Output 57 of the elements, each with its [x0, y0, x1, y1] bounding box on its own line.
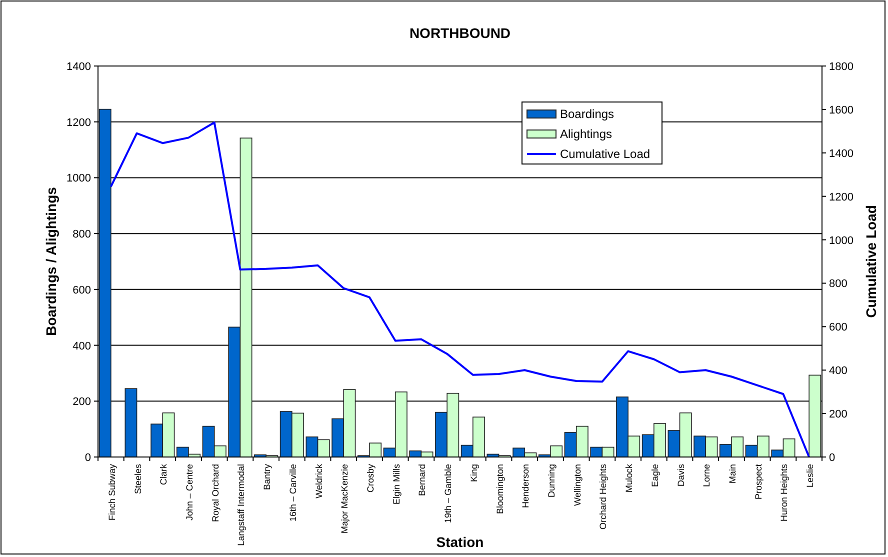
- legend-label: Cumulative Load: [560, 147, 650, 161]
- x-tick-label: Lorne: [702, 464, 712, 488]
- y-tick-label: 1400: [66, 61, 91, 73]
- x-tick-label: Leslie: [805, 464, 816, 488]
- x-tick-label: Elgin Mills: [391, 464, 402, 505]
- x-tick-label: Clark: [158, 464, 169, 486]
- x-tick-label: Main: [728, 464, 738, 484]
- x-tick-label: 19th – Gamble: [443, 464, 454, 524]
- bar: [124, 388, 138, 458]
- x-tick-label: Dunning: [546, 464, 556, 498]
- x-tick-label: John – Centre: [184, 464, 194, 521]
- x-tick-label: Davis: [676, 464, 686, 487]
- bar: [808, 374, 822, 458]
- x-tick-label: Bernard: [417, 464, 428, 496]
- x-tick-label: Huron Heights: [779, 464, 790, 522]
- y2-tick-label: 400: [829, 365, 848, 378]
- x-tick-label: Henderson: [520, 464, 531, 508]
- bar: [98, 108, 112, 458]
- y2-tick-label: 200: [829, 408, 848, 421]
- y-tick-label: 0: [84, 452, 91, 464]
- x-axis-title: Station: [436, 534, 484, 550]
- legend-label: Alightings: [560, 127, 612, 141]
- x-tick-label: Orchard Heights: [598, 464, 608, 530]
- y2-axis-title: Cumulative Load: [863, 205, 879, 318]
- x-tick-label: Langstaff Intermodal: [236, 464, 246, 546]
- x-tick-label: Prospect: [753, 464, 764, 500]
- x-tick-label: Major MacKenzie: [340, 464, 350, 534]
- y-tick-label: 800: [72, 228, 91, 241]
- y-tick-label: 200: [72, 396, 91, 408]
- y2-tick-label: 800: [829, 278, 848, 290]
- x-tick-label: King: [468, 464, 479, 482]
- y-tick-label: 400: [72, 340, 91, 352]
- chart-title: NORTHBOUND: [409, 25, 511, 41]
- x-tick-label: 16th – Carville: [288, 464, 298, 522]
- x-tick-label: Royal Orchard: [210, 464, 220, 522]
- x-tick-label: Bloomington: [494, 464, 505, 514]
- legend-label: Boardings: [560, 107, 614, 121]
- x-tick-label: Mulock: [624, 464, 634, 493]
- x-tick-label: Eagle: [650, 464, 660, 488]
- y2-tick-label: 1200: [829, 191, 854, 204]
- x-tick-label: Crosby: [366, 464, 376, 493]
- y2-tick-label: 1600: [829, 104, 854, 116]
- y2-tick-label: 600: [829, 322, 848, 334]
- y2-tick-label: 1400: [829, 148, 854, 160]
- x-tick-label: Bantry: [262, 464, 272, 490]
- x-tick-label: Steeles: [132, 464, 143, 494]
- y-tick-label: 600: [72, 284, 91, 296]
- x-tick-label: Weldrick: [314, 464, 324, 498]
- x-tick-label: Wellington: [572, 464, 582, 506]
- y-tick-label: 1200: [66, 116, 91, 129]
- line-series: [110, 121, 810, 458]
- y2-tick-label: 0: [829, 452, 836, 464]
- y2-tick-label: 1000: [829, 234, 854, 247]
- y2-tick-label: 1800: [829, 61, 854, 73]
- x-tick-label: Finch Subway: [106, 464, 117, 521]
- y-tick-label: 1000: [66, 172, 91, 185]
- y-axis-title: Boardings / Alightings: [43, 186, 59, 336]
